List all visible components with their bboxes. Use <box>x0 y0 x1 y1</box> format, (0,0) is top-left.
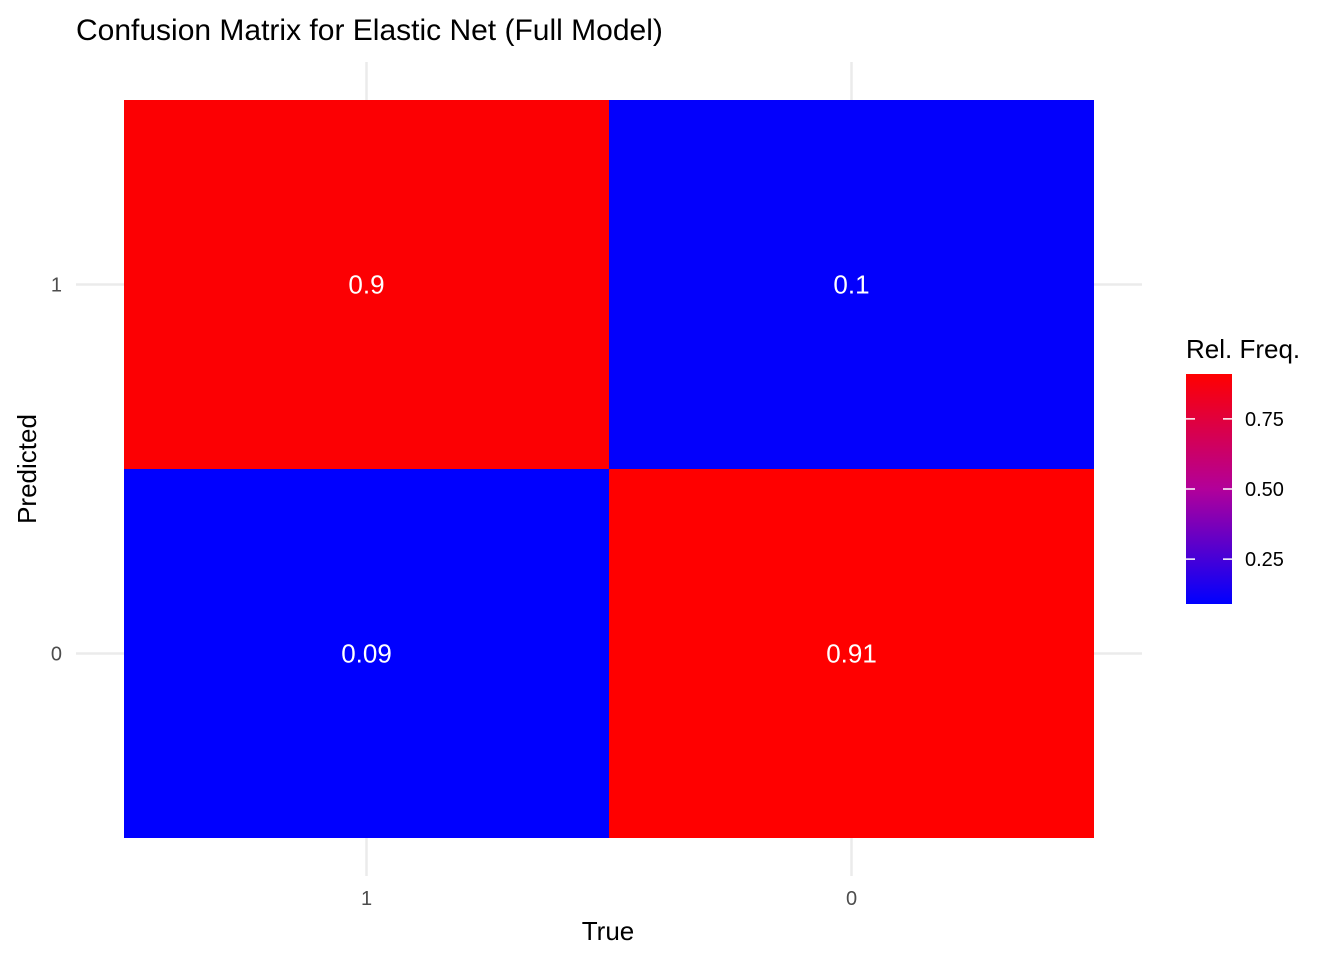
heatmap-cell-true-1-pred-0 <box>124 469 609 838</box>
legend-tick-label: 0.50 <box>1245 479 1284 501</box>
chart-title: Confusion Matrix for Elastic Net (Full M… <box>76 14 663 47</box>
x-tick-label-1: 1 <box>361 888 372 910</box>
heatmap-cell-true-0-pred-1 <box>609 100 1094 469</box>
y-axis-title: Predicted <box>12 414 42 524</box>
cell-label-true-0-pred-0: 0.91 <box>826 639 877 669</box>
legend-title: Rel. Freq. <box>1186 334 1300 364</box>
legend-tick-label: 0.75 <box>1245 409 1284 431</box>
cell-labels: 0.9 0.1 0.09 0.91 <box>341 270 877 669</box>
heatmap-cell-true-0-pred-0 <box>609 469 1094 838</box>
x-axis-title: True <box>582 916 635 946</box>
legend-ticks: 0.25 0.50 0.75 <box>1186 409 1284 571</box>
heatmap-cells <box>124 100 1094 838</box>
cell-label-true-1-pred-1: 0.9 <box>348 270 384 300</box>
color-legend: Rel. Freq. 0.25 0.50 0.75 <box>1186 334 1300 604</box>
y-tick-label-1: 1 <box>51 275 62 297</box>
axes: 1 0 0 1 <box>51 275 857 911</box>
y-tick-label-0: 0 <box>51 644 62 666</box>
heatmap-cell-true-1-pred-1 <box>124 100 609 469</box>
cell-label-true-1-pred-0: 0.09 <box>341 639 392 669</box>
cell-label-true-0-pred-1: 0.1 <box>833 270 869 300</box>
legend-tick-label: 0.25 <box>1245 549 1284 571</box>
x-tick-label-0: 0 <box>846 888 857 910</box>
